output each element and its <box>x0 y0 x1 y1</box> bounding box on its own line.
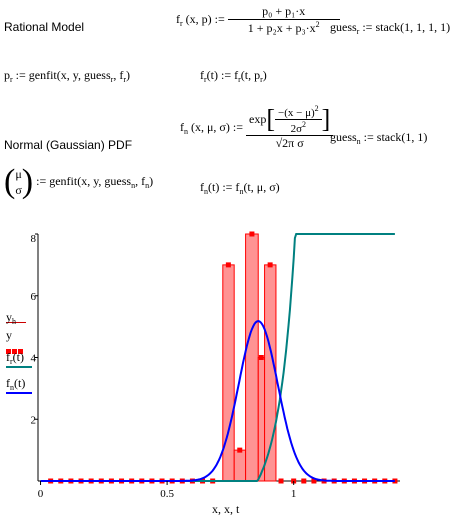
series-line-rational <box>40 233 395 482</box>
rational-function-definition[interactable]: fr(t) := fr(t, pr) <box>200 68 267 84</box>
plot-legend[interactable]: yh y fr(t) fn(t) <box>6 310 36 402</box>
normal-guess-definition[interactable]: guessn := stack(1, 1) <box>330 130 428 146</box>
x-tick-label: 0.5 <box>160 488 174 500</box>
rational-fit-lhs: p <box>4 68 10 82</box>
x-tick-label: 1 <box>291 488 297 500</box>
rational-numerator: p₀ + p₁·x <box>262 4 306 18</box>
rational-model-label: Rational Model <box>4 20 85 34</box>
data-point <box>249 231 255 237</box>
normal-fit-vector: μ σ <box>15 167 22 197</box>
rational-model-definition[interactable]: fr (x, p) := p₀ + p₁·x 1 + p₂x + p₃·x2 <box>176 4 340 36</box>
normal-model-lhs: fn <box>180 119 188 136</box>
normal-guess-value: := stack(1, 1) <box>363 130 428 144</box>
normal-exp-term: exp[ −(x − μ)2 2σ2 ] <box>249 104 331 135</box>
normal-pdf-label: Normal (Gaussian) PDF <box>4 138 133 152</box>
legend-item-fr: fr(t) <box>6 350 36 376</box>
x-axis-label: x, x, t <box>212 502 240 516</box>
normal-denominator: √2π σ <box>246 135 334 151</box>
rational-guess-definition[interactable]: guessr := stack(1, 1, 1, 1) <box>330 20 451 36</box>
rational-model-fraction: p₀ + p₁·x 1 + p₂x + p₃·x2 <box>227 4 340 36</box>
legend-item-yh: yh <box>6 310 36 328</box>
normal-fit-definition[interactable]: ( μ σ ) := genfit(x, y, guessn, fn) <box>4 163 154 200</box>
legend-swatch-fr <box>6 366 32 368</box>
histogram-bar <box>233 449 247 482</box>
rational-model-lhs: fr <box>176 11 183 28</box>
normal-model-args: (x, μ, σ) := <box>191 120 243 134</box>
data-point <box>225 262 231 268</box>
normal-guess-name: guess <box>330 130 357 144</box>
rational-guess-value: := stack(1, 1, 1, 1) <box>362 20 451 34</box>
y-tick-label: 8 <box>31 233 37 245</box>
data-point <box>237 447 243 453</box>
rational-guess-name: guess <box>330 20 357 34</box>
data-point <box>392 478 398 484</box>
legend-item-y: y <box>6 328 36 354</box>
series-line-normal <box>40 319 395 482</box>
data-point <box>311 478 317 484</box>
legend-swatch-fn <box>6 392 32 394</box>
rational-denominator: 1 + p₂x + p₃·x2 <box>227 19 340 36</box>
y-tick-label: 4 <box>31 353 37 365</box>
y-tick-label: 6 <box>31 291 37 303</box>
legend-swatch-y <box>6 343 36 358</box>
rational-fit-definition[interactable]: pr := genfit(x, y, guessr, fr) <box>4 68 130 84</box>
data-point <box>258 355 264 360</box>
legend-item-fn: fn(t) <box>6 376 36 402</box>
y-tick-label: 2 <box>31 414 37 426</box>
legend-swatch-yh <box>6 322 26 323</box>
x-tick-label: 0 <box>38 488 44 500</box>
data-point <box>267 262 273 268</box>
normal-function-definition[interactable]: fn(t) := fn(t, μ, σ) <box>200 180 280 196</box>
data-point <box>278 478 284 484</box>
rational-fit-rhs: := genfit(x, y, guess <box>15 68 111 82</box>
rational-model-args: (x, p) := <box>185 11 225 26</box>
normal-model-definition[interactable]: fn (x, μ, σ) := exp[ −(x − μ)2 2σ2 ] √2π… <box>180 104 334 151</box>
normal-model-fraction: exp[ −(x − μ)2 2σ2 ] √2π σ <box>246 104 334 151</box>
histogram-bar <box>245 233 259 482</box>
histogram-bar <box>257 357 266 482</box>
data-point <box>301 478 307 484</box>
histogram-bar <box>222 264 235 482</box>
